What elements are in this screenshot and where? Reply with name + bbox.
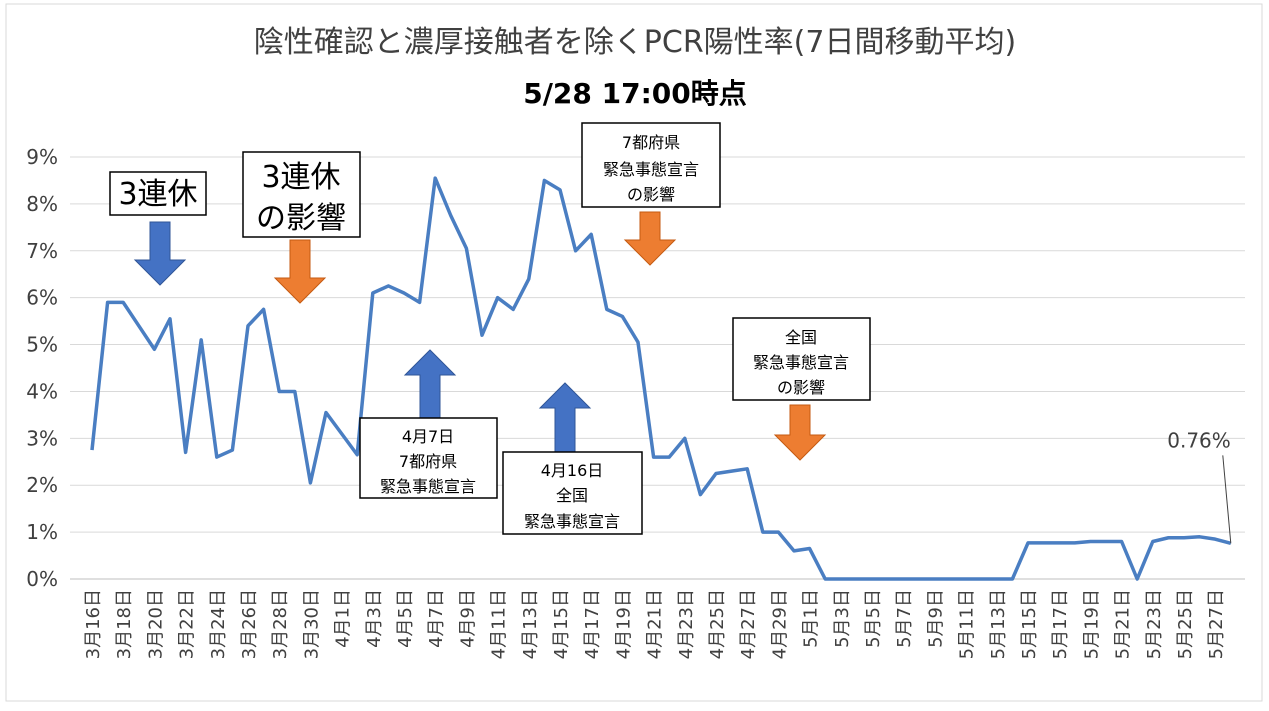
x-tick-label: 5月5日 (863, 589, 884, 648)
y-tick-label: 9% (26, 145, 58, 169)
annotation-text: 7都府県 (399, 452, 457, 471)
arrow-down (773, 404, 827, 461)
x-tick-label: 4月5日 (395, 589, 416, 648)
chart-title: 陰性確認と濃厚接触者を除くPCR陽性率(7日間移動平均) (254, 25, 1016, 60)
y-tick-label: 2% (26, 473, 58, 497)
x-tick-label: 3月26日 (239, 589, 260, 659)
x-tick-label: 5月13日 (988, 589, 1009, 659)
x-tick-label: 4月29日 (769, 589, 790, 659)
x-tick-label: 5月7日 (894, 589, 915, 648)
y-tick-label: 1% (26, 520, 58, 544)
x-tick-label: 4月13日 (520, 589, 541, 659)
x-tick-label: 5月9日 (925, 589, 946, 648)
annotation-text: 7都府県 (622, 133, 680, 152)
x-tick-label: 5月21日 (1113, 589, 1134, 659)
annotation-text: の影響 (627, 185, 675, 204)
annotation-text: 全国 (785, 328, 817, 347)
x-tick-label: 4月23日 (676, 589, 697, 659)
annotation-box (502, 451, 643, 535)
data-line (90, 176, 1232, 581)
annotation-text: の影響 (777, 378, 825, 397)
x-tick-label: 3月24日 (208, 589, 229, 659)
y-tick-label: 3% (26, 426, 58, 450)
annotation-text: 4月7日 (402, 427, 454, 446)
x-tick-label: 4月7日 (426, 589, 447, 648)
annotation-text: 4月16日 (541, 461, 604, 480)
x-tick-label: 4月21日 (645, 589, 666, 659)
arrow-down (133, 221, 187, 286)
x-tick-label: 4月3日 (364, 589, 385, 648)
chart-border (5, 3, 1263, 702)
x-tick-label: 5月17日 (1050, 589, 1071, 659)
x-tick-label: 5月15日 (1019, 589, 1040, 659)
label-leader (1222, 455, 1232, 544)
x-tick-label: 3月20日 (145, 589, 166, 659)
annotation-text: 緊急事態宣言 (524, 512, 620, 531)
arrow-up (403, 349, 457, 419)
y-tick-label: 0% (26, 567, 58, 591)
y-tick-label: 4% (26, 379, 58, 403)
x-tick-label: 3月28日 (270, 589, 291, 659)
annotation-text: 3連休 (118, 177, 197, 212)
x-tick-label: 5月11日 (957, 589, 978, 659)
x-tick-label: 5月25日 (1175, 589, 1196, 659)
x-tick-label: 4月27日 (738, 589, 759, 659)
annotation-text: 緊急事態宣言 (380, 477, 476, 496)
y-tick-label: 8% (26, 192, 58, 216)
arrows (133, 211, 827, 461)
annotation-text: 3連休 (261, 160, 340, 195)
annotation-text: の影響 (256, 201, 346, 236)
x-tick-label: 5月23日 (1144, 589, 1165, 659)
x-tick-label: 3月22日 (177, 589, 198, 659)
x-tick-label: 5月27日 (1206, 589, 1227, 659)
y-tick-label: 7% (26, 239, 58, 263)
y-tick-label: 6% (26, 286, 58, 310)
annotation-box (732, 317, 871, 401)
x-tick-label: 5月1日 (801, 589, 822, 648)
x-tick-label: 4月17日 (582, 589, 603, 659)
x-tick-label: 4月25日 (707, 589, 728, 659)
x-tick-label: 3月16日 (83, 589, 104, 659)
x-tick-label: 5月3日 (832, 589, 853, 648)
annotation-box (242, 151, 361, 238)
data-label: 0.76% (1167, 428, 1231, 452)
annotation-box (359, 417, 498, 499)
arrow-down (273, 239, 327, 304)
annotation-box (581, 122, 721, 208)
x-tick-label: 4月15日 (551, 589, 572, 659)
annotation-text: 緊急事態宣言 (603, 160, 699, 179)
annotation-text: 緊急事態宣言 (753, 353, 849, 372)
arrow-down (623, 211, 677, 266)
chart-subtitle: 5/28 17:00時点 (523, 77, 747, 110)
x-tick-label: 5月19日 (1081, 589, 1102, 659)
x-tick-label: 3月18日 (114, 589, 135, 659)
x-tick-label: 3月30日 (301, 589, 322, 659)
arrow-up (538, 382, 592, 453)
annotation-text: 全国 (556, 486, 588, 505)
x-tick-label: 4月9日 (457, 589, 478, 648)
x-tick-label: 4月1日 (333, 589, 354, 648)
x-tick-label: 4月19日 (613, 589, 634, 659)
y-tick-label: 5% (26, 333, 58, 357)
x-tick-label: 4月11日 (489, 589, 510, 659)
annotation-box (109, 171, 207, 216)
